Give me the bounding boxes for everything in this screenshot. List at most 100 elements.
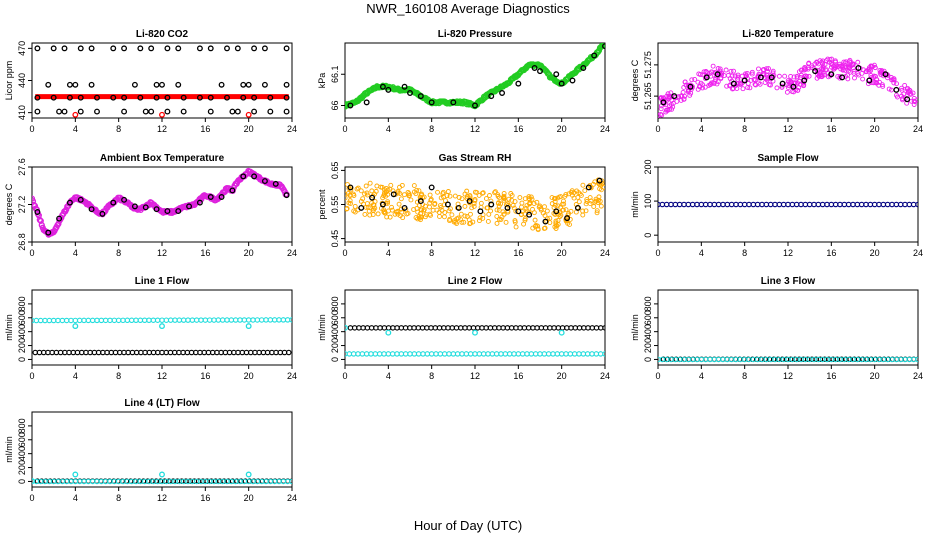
data-point: [888, 75, 894, 80]
y-tick-label: 200: [330, 338, 340, 353]
y-tick-label: 0: [643, 233, 653, 238]
data-point: [521, 221, 527, 227]
data-point: [450, 351, 457, 357]
data-point: [198, 317, 204, 323]
data-point: [383, 200, 389, 206]
x-tick-label: 0: [342, 248, 347, 258]
marks: [32, 167, 290, 238]
data-point: [720, 201, 726, 208]
y-tick-label: 600: [17, 310, 27, 325]
data-point: [593, 198, 599, 204]
data-point: [94, 108, 100, 115]
data-point: [665, 91, 671, 97]
data-point: [485, 205, 491, 211]
x-tick-label: 4: [699, 248, 704, 258]
data-point: [580, 65, 587, 71]
x-tick-label: 12: [470, 124, 480, 134]
data-point: [72, 323, 79, 330]
data-point: [283, 108, 290, 115]
y-tick-label: 26.8: [17, 233, 27, 251]
data-point: [552, 199, 558, 205]
data-point: [752, 81, 758, 87]
data-point: [860, 76, 866, 82]
data-point: [492, 190, 498, 196]
data-point: [488, 201, 495, 208]
data-point: [142, 108, 149, 115]
data-point: [461, 219, 467, 225]
data-point: [828, 71, 835, 78]
data-point: [124, 317, 131, 324]
data-point: [224, 94, 230, 101]
data-point: [488, 198, 494, 204]
data-point: [245, 317, 252, 323]
data-point: [411, 351, 418, 357]
x-tick-label: 0: [342, 124, 347, 134]
data-point: [85, 317, 92, 324]
y-tick-label: 600: [643, 310, 653, 325]
x-tick-label: 8: [429, 124, 434, 134]
data-point: [731, 68, 737, 74]
data-point: [444, 201, 451, 208]
data-point: [68, 317, 74, 324]
data-point: [765, 68, 770, 74]
data-point: [474, 190, 480, 196]
data-point: [207, 194, 214, 200]
data-point: [384, 214, 390, 220]
data-point: [915, 201, 918, 208]
data-point: [462, 213, 468, 219]
data-point: [345, 182, 350, 187]
data-point: [175, 81, 182, 88]
data-point: [283, 45, 290, 52]
data-point: [371, 206, 376, 212]
panel-title: Line 3 Flow: [761, 276, 816, 287]
data-point: [795, 80, 800, 86]
data-point: [175, 208, 182, 215]
x-tick-label: 12: [157, 248, 167, 258]
data-point: [442, 209, 448, 215]
data-point: [512, 199, 518, 204]
data-point: [218, 81, 225, 88]
data-point: [272, 180, 279, 187]
data-point: [689, 77, 695, 83]
data-point: [782, 73, 788, 79]
data-point: [517, 195, 523, 200]
data-point: [369, 200, 375, 206]
x-tick-label: 4: [73, 248, 78, 258]
page-title: NWR_160108 Average Diagnostics: [366, 1, 570, 16]
data-point: [806, 201, 813, 208]
data-point: [598, 203, 604, 209]
data-point: [234, 108, 241, 115]
data-point: [763, 201, 770, 208]
data-point: [519, 200, 525, 206]
data-point: [163, 317, 170, 323]
data-point: [545, 351, 552, 357]
data-point: [703, 69, 709, 74]
data-point: [756, 66, 761, 72]
data-point: [802, 201, 809, 208]
data-point: [385, 329, 392, 336]
data-point: [498, 351, 504, 357]
data-point: [732, 73, 738, 79]
data-point: [352, 209, 358, 215]
data-point: [847, 69, 853, 75]
data-point: [218, 194, 225, 200]
data-point: [537, 203, 543, 209]
data-point: [180, 108, 187, 115]
panel-title: Line 4 (LT) Flow: [124, 398, 200, 409]
data-point: [46, 317, 53, 324]
data-point: [791, 74, 797, 80]
data-point: [748, 77, 754, 83]
y-tick-label: 440: [17, 73, 27, 88]
chart-panel: Ambient Box Temperature 0 4 8 12 16 20 24 26.8 27…: [4, 153, 297, 258]
data-point: [492, 189, 498, 195]
data-point: [710, 63, 716, 69]
marks: [658, 356, 918, 363]
data-point: [172, 317, 178, 323]
data-point: [251, 94, 258, 101]
data-point: [877, 79, 882, 85]
data-point: [558, 351, 565, 357]
data-point: [417, 198, 424, 205]
data-point: [477, 215, 483, 221]
data-point: [159, 471, 165, 478]
x-tick-label: 16: [826, 371, 836, 381]
